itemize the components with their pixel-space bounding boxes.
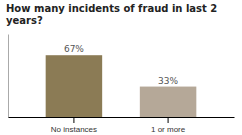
x-axis-line: [9, 117, 235, 118]
data-label: 33%: [158, 76, 178, 86]
x-axis: No instances 1 or more: [9, 117, 235, 134]
data-label: 67%: [64, 44, 84, 54]
y-axis: [8, 35, 9, 118]
data-labels: 67% 33%: [64, 44, 179, 85]
x-tick-mark: [168, 117, 169, 123]
x-tick-label: No instances: [51, 125, 97, 134]
x-tick: No instances: [51, 117, 97, 134]
plot: No instances 1 or more 67% 33%: [9, 35, 235, 134]
x-tick-label: 1 or more: [151, 125, 186, 134]
x-tick-mark: [73, 117, 74, 123]
y-axis-line: [8, 35, 9, 118]
title-line: How many incidents of fraud in last 2: [6, 3, 217, 14]
title-line: years?: [6, 15, 43, 26]
bar: [140, 87, 197, 117]
title: How many incidents of fraud in last 2yea…: [6, 3, 217, 26]
x-tick: 1 or more: [151, 117, 186, 134]
bars: [46, 55, 197, 117]
chart: How many incidents of fraud in last 2yea…: [0, 0, 242, 135]
bar: [46, 55, 103, 117]
